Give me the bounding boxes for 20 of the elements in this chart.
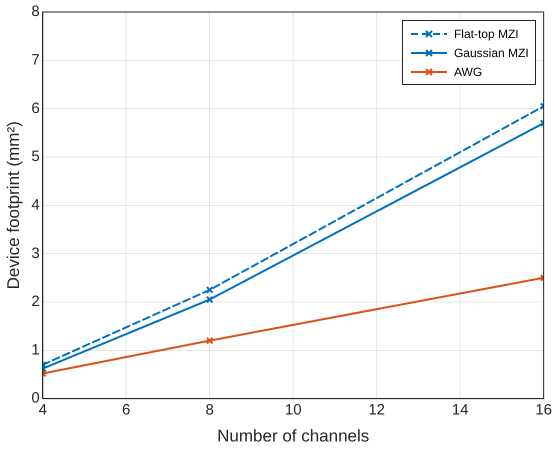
y-tick-label: 7 — [31, 51, 40, 68]
y-tick-label: 2 — [31, 293, 40, 310]
legend-label: Flat-top MZI — [454, 26, 519, 40]
x-tick-label: 12 — [368, 402, 386, 419]
legend-label: Gaussian MZI — [454, 46, 529, 60]
y-tick-label: 8 — [31, 3, 40, 20]
legend-label: AWG — [454, 64, 482, 78]
y-tick-label: 4 — [31, 196, 40, 214]
x-tick-label: 10 — [284, 402, 302, 419]
x-tick-label: 16 — [535, 402, 552, 419]
y-tick-label: 0 — [31, 390, 40, 407]
y-tick-label: 1 — [31, 341, 40, 358]
x-tick-label: 14 — [452, 402, 469, 419]
y-axis-title: Device footprint (mm²) — [4, 121, 23, 290]
y-tick-label: 6 — [31, 100, 40, 117]
y-tick-label: 5 — [31, 148, 40, 166]
y-tick-label: 3 — [31, 244, 40, 262]
x-tick-label: 8 — [206, 402, 214, 419]
x-tick-label: 6 — [122, 402, 130, 419]
x-axis-title: Number of channels — [217, 426, 370, 446]
